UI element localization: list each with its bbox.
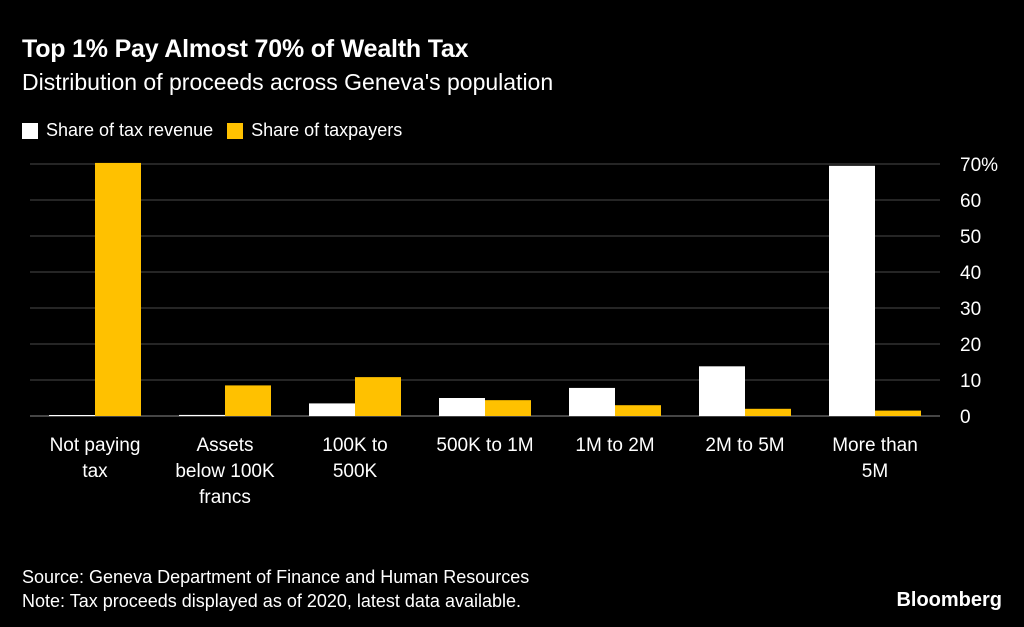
source-note: Source: Geneva Department of Finance and… bbox=[22, 567, 530, 587]
x-tick-label-line: Not paying bbox=[50, 435, 141, 456]
x-tick-label-line: below 100K bbox=[175, 461, 275, 482]
x-tick-label-line: 100K to bbox=[322, 435, 388, 456]
bar-taxpayers bbox=[95, 162, 141, 416]
bar-taxpayers bbox=[745, 408, 791, 416]
bloomberg-logo: Bloomberg bbox=[896, 589, 1002, 611]
bar-tax-revenue bbox=[439, 398, 485, 416]
x-tick-label-line: Assets bbox=[196, 435, 253, 456]
bar-tax-revenue bbox=[829, 165, 875, 416]
legend-item-taxpayers: Share of taxpayers bbox=[227, 120, 402, 141]
bar-tax-revenue bbox=[569, 387, 615, 416]
footer: Source: Geneva Department of Finance and… bbox=[22, 565, 529, 613]
y-tick-label: 30 bbox=[960, 299, 981, 320]
legend-label-tax-revenue: Share of tax revenue bbox=[46, 120, 214, 140]
bar-taxpayers bbox=[485, 400, 531, 416]
bar-taxpayers bbox=[875, 410, 921, 416]
x-tick-label-line: 500K bbox=[333, 461, 378, 482]
bar-tax-revenue bbox=[179, 414, 225, 416]
legend-swatch-tax-revenue bbox=[22, 122, 38, 139]
x-tick-label-line: francs bbox=[199, 487, 251, 508]
y-tick-label: 20 bbox=[960, 335, 981, 356]
y-tick-label: 70% bbox=[960, 155, 998, 176]
legend-item-tax-revenue: Share of tax revenue bbox=[22, 120, 213, 141]
y-tick-label: 40 bbox=[960, 263, 981, 284]
y-tick-label: 50 bbox=[960, 227, 981, 248]
x-tick-label: Assets below 100K francs bbox=[175, 435, 275, 508]
x-tick-label: More than 5M bbox=[832, 435, 918, 482]
legend: Share of tax revenue Share of taxpayers bbox=[22, 120, 416, 141]
x-tick-label-line: 500K to 1M bbox=[436, 435, 533, 456]
x-tick-label: 500K to 1M bbox=[436, 435, 533, 456]
legend-label-taxpayers: Share of taxpayers bbox=[251, 120, 403, 140]
x-tick-label: 1M to 2M bbox=[575, 435, 654, 456]
bar-tax-revenue bbox=[309, 403, 355, 416]
y-tick-label: 60 bbox=[960, 191, 981, 212]
y-tick-label: 10 bbox=[960, 371, 981, 392]
x-tick-label: 2M to 5M bbox=[705, 435, 784, 456]
bar-taxpayers bbox=[225, 385, 271, 416]
legend-swatch-taxpayers bbox=[227, 122, 244, 139]
chart-subtitle: Distribution of proceeds across Geneva's… bbox=[22, 69, 554, 95]
x-tick-label-line: More than bbox=[832, 435, 918, 456]
y-tick-label: 0 bbox=[960, 407, 971, 428]
bar-tax-revenue bbox=[49, 415, 95, 416]
x-tick-label: 100K to 500K bbox=[322, 435, 388, 482]
chart-title: Top 1% Pay Almost 70% of Wealth Tax bbox=[22, 35, 469, 63]
bar-tax-revenue bbox=[699, 366, 745, 416]
x-tick-label-line: 1M to 2M bbox=[575, 435, 654, 456]
bar-taxpayers bbox=[615, 405, 661, 416]
x-tick-label-line: 5M bbox=[862, 461, 888, 482]
bar-taxpayers bbox=[355, 377, 401, 416]
x-tick-label: Not paying tax bbox=[50, 435, 141, 482]
x-tick-label-line: tax bbox=[82, 461, 108, 482]
data-note: Note: Tax proceeds displayed as of 2020,… bbox=[22, 591, 521, 611]
x-tick-label-line: 2M to 5M bbox=[705, 435, 784, 456]
